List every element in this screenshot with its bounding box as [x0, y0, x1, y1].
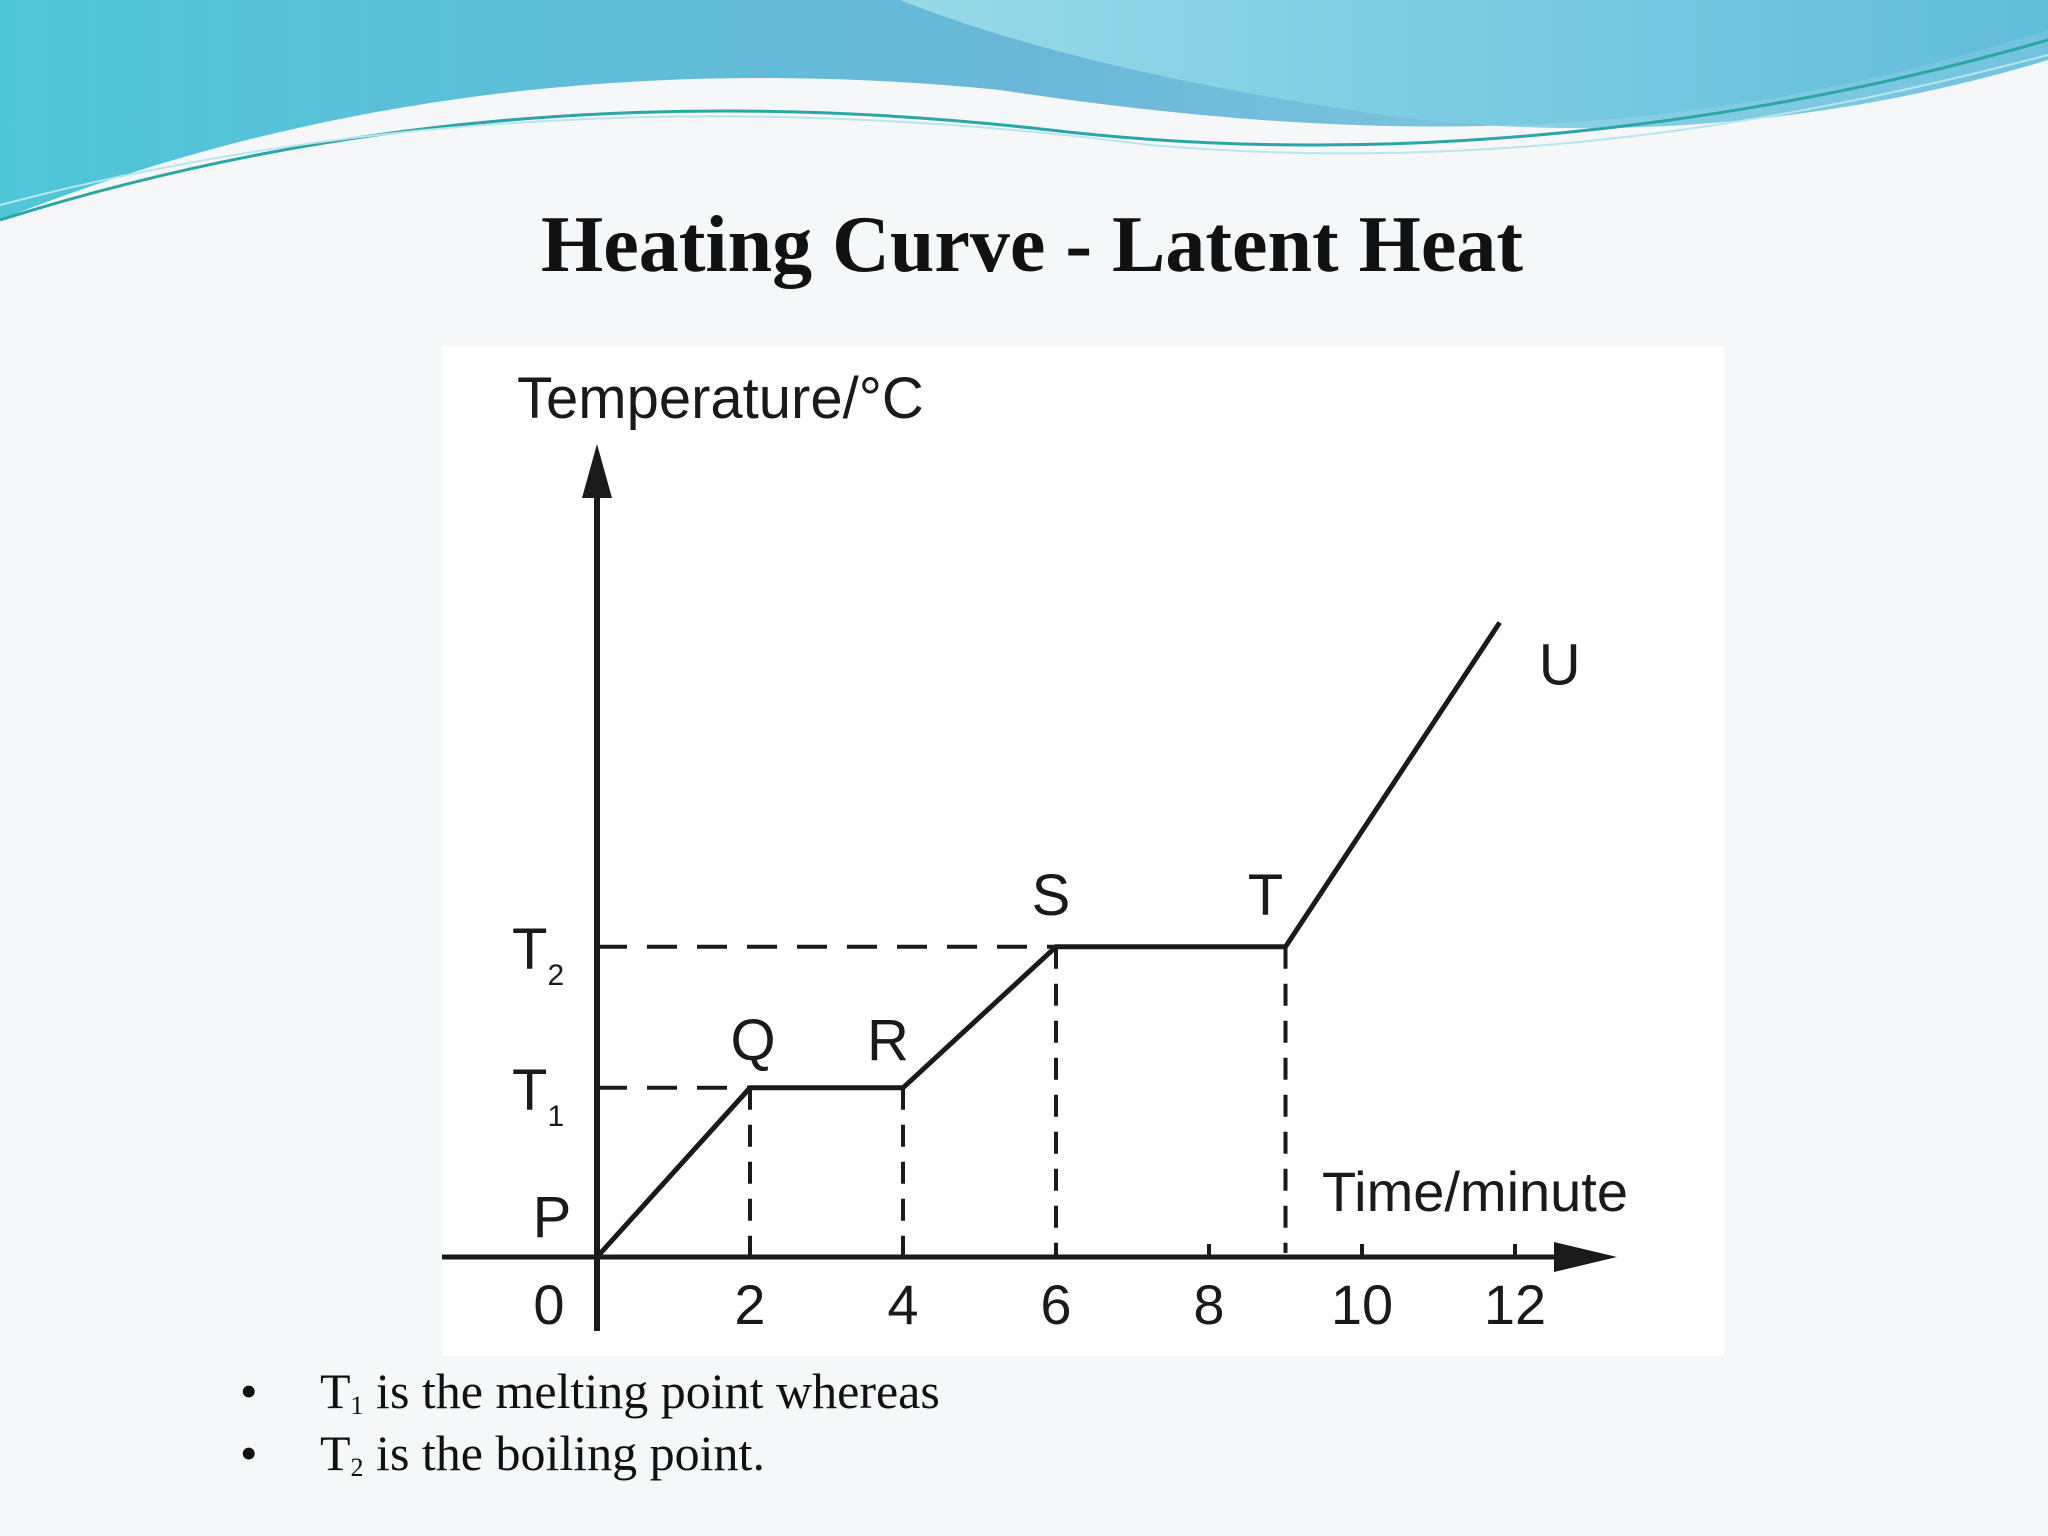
bullet-symbol: T: [320, 1363, 351, 1419]
x-tick-label: 6: [1040, 1273, 1071, 1336]
x-tick-label: 12: [1484, 1273, 1546, 1336]
heating-curve-line: [595, 621, 1502, 1259]
heating-curve-chart-panel: Temperature/°C Time/minute 0 2 4 6 8 10 12 T2 T1 P Q…: [442, 346, 1724, 1356]
y-level-label: T1: [512, 1058, 564, 1133]
x-tick-label: 10: [1331, 1273, 1393, 1336]
bullet-list: T1 is the melting point whereas T2 is th…: [240, 1360, 940, 1484]
point-label: S: [1032, 863, 1071, 928]
x-axis-label: Time/minute: [1322, 1160, 1628, 1223]
x-tick-label: 2: [734, 1273, 765, 1336]
bullet-subscript: 2: [350, 1453, 364, 1482]
point-label: P: [533, 1185, 572, 1250]
bullet-item: T1 is the melting point whereas: [240, 1360, 940, 1422]
x-tick-label: 0: [533, 1273, 564, 1336]
bullet-text: is the melting point whereas: [363, 1363, 940, 1419]
x-tick-label: 4: [887, 1273, 918, 1336]
x-axis-arrow-icon: [1554, 1242, 1617, 1272]
point-label: Q: [730, 1008, 775, 1073]
y-level-subscript: 2: [547, 959, 564, 992]
point-label: T: [1248, 863, 1283, 928]
bullet-symbol: T: [320, 1425, 351, 1481]
y-level-label: T2: [512, 917, 564, 992]
y-axis-arrow-icon: [582, 444, 612, 498]
y-axis-label: Temperature/°C: [517, 366, 924, 431]
wave-banner: [0, 0, 2048, 222]
slide-title: Heating Curve - Latent Heat: [540, 201, 1524, 289]
bullet-subscript: 1: [350, 1391, 364, 1420]
bullet-text: is the boiling point.: [363, 1425, 765, 1481]
bullet-item: T2 is the boiling point.: [240, 1422, 940, 1484]
point-label: R: [867, 1008, 909, 1073]
y-level-subscript: 1: [547, 1100, 564, 1133]
x-tick-label: 8: [1193, 1273, 1224, 1336]
point-label: U: [1539, 633, 1581, 698]
